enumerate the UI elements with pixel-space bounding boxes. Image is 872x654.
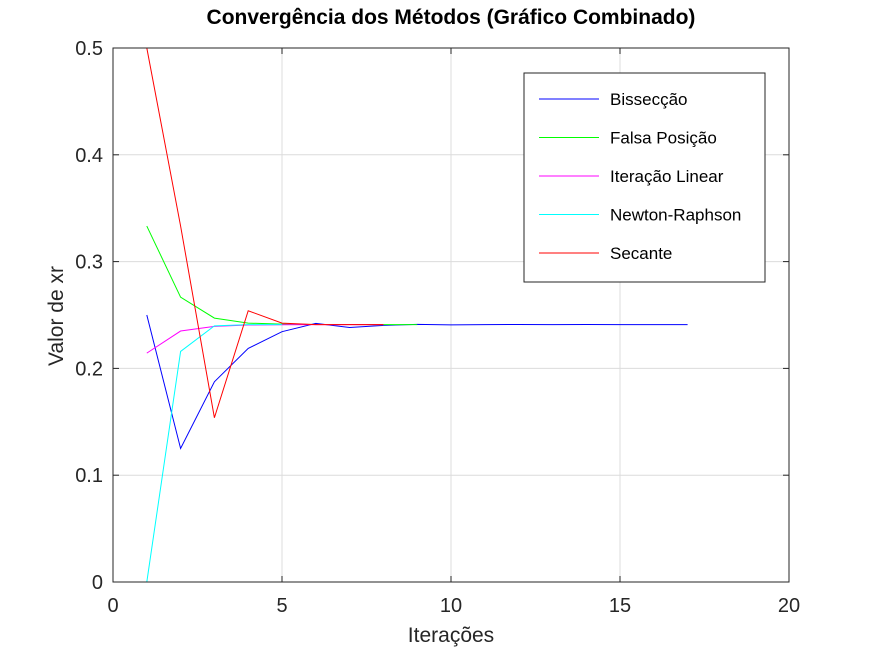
legend-box	[523, 72, 766, 283]
y-tick-label: 0	[92, 572, 103, 594]
y-tick-label: 0.4	[75, 145, 103, 167]
x-tick-label: 5	[276, 595, 287, 617]
y-tick-label: 0.1	[75, 465, 103, 487]
series-line-bisseccao	[146, 314, 688, 450]
series-line-iteracao-linear	[146, 324, 384, 354]
series-line-secante	[146, 47, 384, 418]
x-tick-label: 0	[107, 595, 118, 617]
legend-label: Newton-Raphson	[610, 206, 741, 225]
chart-title: Convergência dos Métodos (Gráfico Combin…	[207, 6, 696, 29]
series-layer	[146, 47, 688, 583]
tick-layer: 0 5 10 15 20 0 0.1 0.2 0.3 0.4 0.5	[75, 38, 800, 617]
legend: Bissecção Falsa Posição Iteração Linear New…	[523, 72, 766, 283]
y-tick-label: 0.2	[75, 358, 103, 380]
y-tick-label: 0.5	[75, 38, 103, 60]
legend-label: Secante	[610, 244, 672, 263]
y-axis-label: Valor de xr	[45, 266, 68, 366]
legend-label: Bissecção	[610, 90, 687, 109]
series-line-newton-raphson	[146, 324, 282, 583]
x-axis-label: Iterações	[408, 624, 494, 647]
y-tick-label: 0.3	[75, 252, 103, 274]
x-tick-label: 20	[778, 595, 800, 617]
legend-label: Iteração Linear	[610, 167, 724, 186]
x-tick-label: 15	[609, 595, 631, 617]
legend-label: Falsa Posição	[610, 129, 717, 148]
x-tick-label: 10	[440, 595, 462, 617]
